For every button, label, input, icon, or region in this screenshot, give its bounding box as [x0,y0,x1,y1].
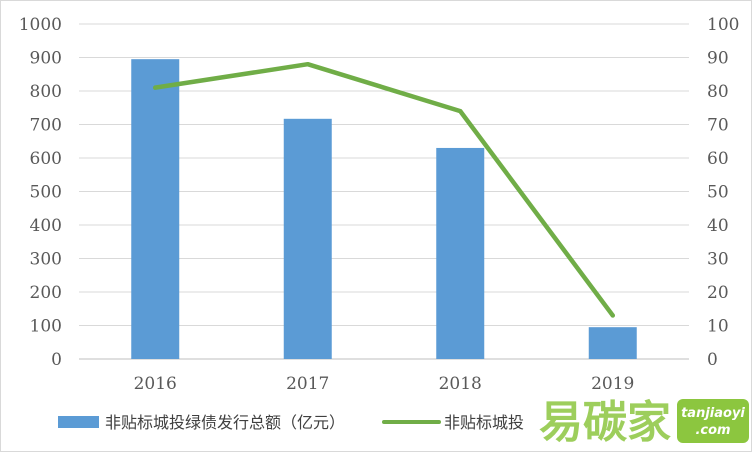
y-left-tick-label: 200 [30,283,62,303]
x-tick-label: 2016 [134,374,177,394]
y-left-tick-label: 600 [30,149,62,169]
y-left-tick-label: 0 [51,350,62,370]
y-axis-right-ticks: 0 10 20 30 40 50 60 70 80 90 100 [707,15,739,370]
bar [131,59,180,360]
y-left-tick-label: 500 [30,183,62,203]
bar [283,118,332,360]
line-point [610,313,615,318]
y-left-tick-label: 700 [30,116,62,136]
y-right-tick-label: 20 [707,283,729,303]
y-right-tick-label: 100 [707,15,739,35]
y-right-tick-label: 60 [707,149,729,169]
bar [436,147,485,359]
y-right-tick-label: 70 [707,116,729,136]
bar-series [131,59,637,360]
legend-bar-label: 非贴标城投绿债发行总额（亿元） [105,413,345,432]
line-series [153,61,615,318]
y-left-tick-label: 800 [30,82,62,102]
y-right-tick-label: 30 [707,250,729,270]
y-right-tick-label: 10 [707,317,729,337]
y-right-tick-label: 90 [707,49,729,69]
legend-line-label: 非贴标城投 [444,413,524,432]
legend-bar-swatch [58,416,99,428]
watermark-brand-text: 易碳家 [539,397,671,448]
y-left-tick-label: 300 [30,250,62,270]
bar [588,327,637,359]
y-right-tick-label: 80 [707,82,729,102]
y-right-tick-label: 50 [707,183,729,203]
watermark-tld-text: .com [695,423,730,438]
x-tick-label: 2019 [591,374,634,394]
y-left-tick-label: 100 [30,317,62,337]
y-right-tick-label: 0 [707,350,718,370]
gridlines [79,23,689,360]
y-left-tick-label: 1000 [19,15,62,35]
line-point [153,85,158,90]
x-tick-label: 2017 [286,374,329,394]
watermark-logo: 易碳家 tanjiaoyi .com [537,387,751,451]
watermark-domain-text: tanjiaoyi [681,406,745,421]
line-point [305,62,310,67]
y-right-tick-label: 40 [707,216,729,236]
y-axis-left-ticks: 0 100 200 300 400 500 600 700 800 900 1000 [19,15,62,370]
legend: 非贴标城投绿债发行总额（亿元） 非贴标城投 [58,413,524,432]
line-point [458,109,463,114]
x-axis-ticks: 2016 2017 2018 2019 [134,374,635,394]
x-tick-label: 2018 [439,374,482,394]
y-left-tick-label: 900 [30,49,62,69]
watermark-badge [677,399,749,443]
y-left-tick-label: 400 [30,216,62,236]
line-path [153,61,615,318]
